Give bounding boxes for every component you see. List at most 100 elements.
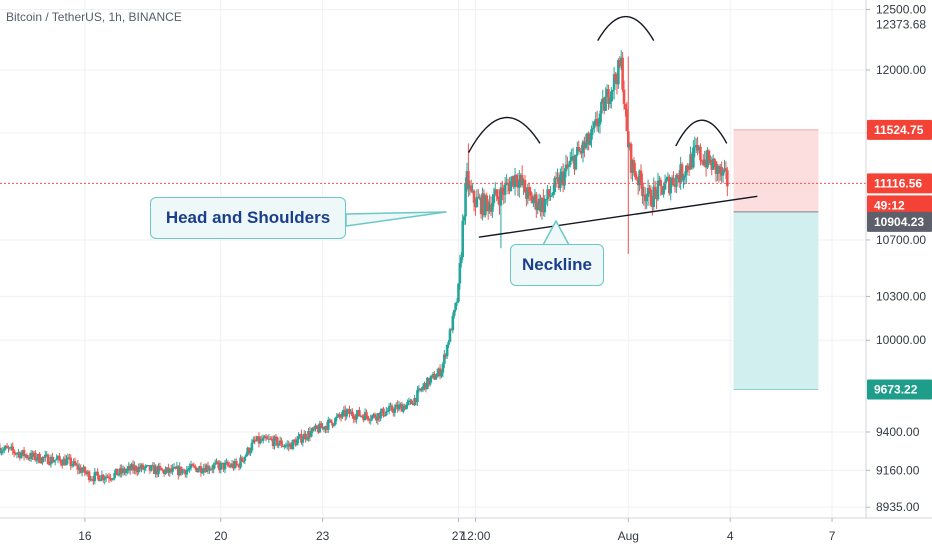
candle-body: [608, 101, 612, 104]
candle-body: [559, 174, 562, 188]
candle-body: [314, 425, 317, 430]
candle: [14, 452, 17, 456]
candle: [80, 468, 84, 477]
candle: [533, 189, 537, 210]
candle: [482, 189, 486, 218]
candle-body: [512, 176, 515, 188]
candle: [493, 182, 497, 195]
candle-body: [94, 471, 98, 473]
candle: [210, 464, 214, 474]
candle-body: [351, 411, 354, 416]
head-and-shoulders-callout[interactable]: Head and Shoulders: [150, 197, 346, 239]
candle-body: [622, 89, 626, 104]
candle: [321, 422, 324, 431]
candle: [518, 170, 521, 198]
candle: [615, 72, 619, 95]
candle: [104, 473, 108, 483]
candle: [174, 466, 177, 470]
candle: [561, 163, 565, 193]
candle: [280, 437, 283, 448]
candle-body: [375, 417, 378, 421]
candle-body: [696, 144, 699, 151]
candle: [662, 182, 665, 198]
candle-body: [642, 194, 646, 197]
candle-body: [484, 195, 487, 216]
candle: [185, 466, 189, 478]
candle-body: [434, 377, 438, 380]
candle-body: [121, 468, 125, 473]
candle: [669, 177, 673, 201]
candle-body: [662, 189, 665, 195]
candle-body: [689, 154, 692, 170]
candle-body: [131, 464, 135, 471]
candle: [527, 182, 531, 202]
candle-body: [189, 464, 193, 468]
candle: [501, 180, 504, 200]
candle-body: [144, 465, 148, 468]
candle-body: [161, 469, 165, 471]
candle: [225, 458, 228, 464]
candle: [302, 430, 306, 440]
candle: [551, 184, 555, 199]
candle-body: [587, 133, 590, 145]
candle: [435, 369, 439, 378]
candle-body: [501, 187, 504, 192]
candle-body: [8, 447, 12, 449]
candle: [717, 164, 721, 183]
candle-body: [157, 465, 160, 475]
neckline-callout[interactable]: Neckline: [510, 244, 604, 286]
candle-body: [342, 409, 346, 412]
entry-price-badge-box: [867, 211, 932, 232]
candle: [645, 193, 648, 209]
candle-body: [339, 416, 343, 418]
candle-body: [232, 463, 235, 469]
candle: [443, 349, 446, 368]
candle-body: [167, 467, 170, 473]
candle: [35, 457, 39, 464]
candle: [317, 424, 320, 435]
candle: [85, 470, 88, 476]
candle-body: [604, 96, 607, 111]
candle-body: [65, 459, 68, 466]
candle: [8, 446, 12, 451]
candle: [385, 406, 388, 416]
candle: [549, 186, 552, 201]
candle-body: [362, 416, 365, 421]
candle-body: [58, 456, 61, 460]
candle-body: [73, 461, 77, 465]
candle: [583, 136, 586, 158]
candle: [520, 165, 524, 188]
candle: [703, 150, 706, 168]
candle: [28, 453, 32, 462]
candle-body: [244, 454, 248, 457]
candle-body: [107, 476, 111, 479]
candle: [222, 462, 225, 473]
candle-body: [527, 187, 531, 192]
candle-body: [437, 368, 440, 374]
candle-body: [643, 194, 647, 202]
candle-body: [413, 398, 416, 406]
candle-body: [593, 122, 596, 128]
candle-body: [308, 431, 312, 437]
candle-body: [444, 354, 448, 357]
candle-body: [418, 388, 422, 390]
y-tick-label: 10700.00: [876, 233, 926, 247]
candle-body: [83, 466, 87, 473]
candle-body: [508, 184, 511, 192]
candle: [457, 283, 460, 303]
candle: [270, 436, 273, 442]
candle: [164, 466, 167, 475]
candle: [94, 471, 98, 476]
candle-body: [475, 196, 479, 207]
candle: [455, 298, 459, 307]
candle-body: [315, 425, 319, 429]
candle-body: [498, 199, 501, 206]
candle-body: [216, 461, 220, 465]
candle: [92, 475, 95, 485]
candle-body: [290, 443, 293, 450]
candle: [400, 401, 404, 412]
candle-body: [227, 465, 231, 467]
candle: [709, 155, 712, 165]
